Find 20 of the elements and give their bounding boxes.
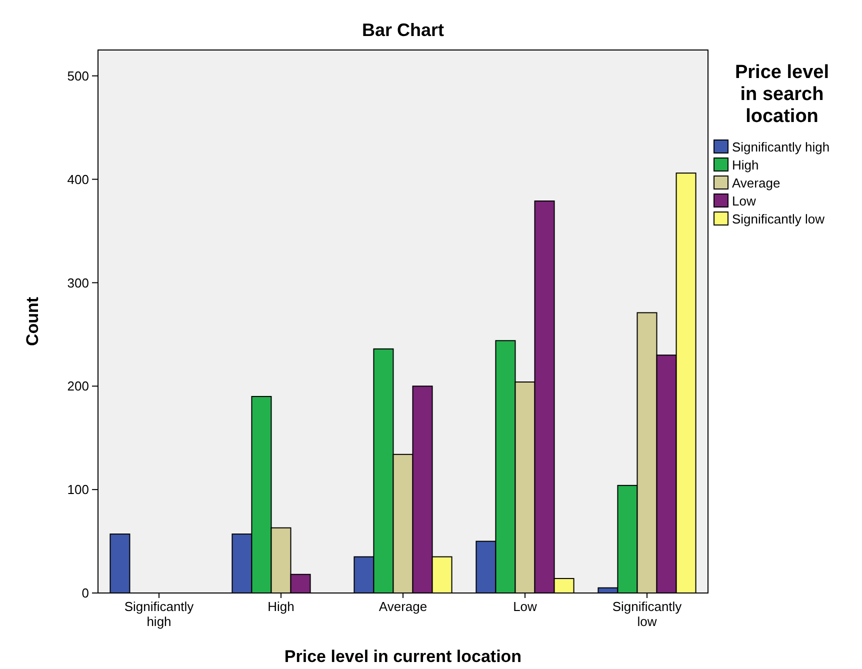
y-tick-label: 500	[67, 68, 89, 84]
y-tick-label: 300	[67, 275, 89, 290]
x-axis-title: Price level in current location	[284, 647, 522, 666]
legend-label: Low	[732, 194, 756, 209]
legend-label: High	[732, 158, 759, 173]
x-tick-label: Average	[378, 599, 428, 614]
y-tick-label: 200	[67, 378, 89, 394]
y-tick-label: 100	[67, 482, 89, 498]
legend-label: Significantly low	[732, 212, 826, 227]
y-axis-title: Count	[23, 296, 42, 346]
x-tick-label: High	[268, 599, 294, 614]
y-tick-label: 400	[67, 172, 89, 187]
legend-title: Price level in search location	[734, 62, 830, 127]
legend-label: Average	[732, 176, 780, 191]
x-tick-label: Low	[513, 599, 538, 614]
legend-label: Significantly high	[732, 140, 830, 155]
y-tick-label: 0	[82, 586, 89, 601]
chart-title: Bar Chart	[362, 20, 444, 40]
x-tick-label: Significantly low	[612, 599, 682, 629]
x-tick-label: Significantly high	[124, 599, 194, 629]
